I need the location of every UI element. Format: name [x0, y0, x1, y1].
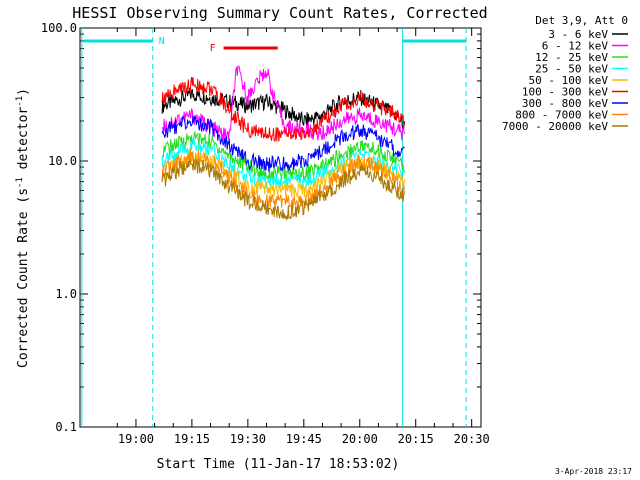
legend-entry-label: 6 - 12 keV	[542, 40, 609, 53]
timestamp: 3-Apr-2018 23:17	[555, 467, 632, 476]
plot-frame	[79, 27, 482, 428]
legend-entry-label: 12 - 25 keV	[535, 51, 608, 64]
axis-ticks	[80, 27, 481, 428]
series-line	[161, 130, 405, 182]
legend-entry-label: 100 - 300 keV	[522, 86, 608, 99]
series-line	[161, 159, 405, 221]
y-tick-label: 100.0	[41, 21, 77, 35]
legend-entry-label: 50 - 100 keV	[529, 74, 609, 87]
x-tick-label: 19:15	[174, 432, 210, 446]
legend-entry-label: 7000 - 20000 keV	[502, 120, 608, 133]
legend-entry-label: 800 - 7000 keV	[515, 109, 608, 122]
y-axis-label: Corrected Count Rate (s-1 detector-1)	[15, 88, 31, 368]
series-lines	[161, 65, 405, 221]
y-tick-label: 1.0	[55, 287, 77, 301]
x-tick-label: 19:00	[118, 432, 154, 446]
y-tick-label: 10.0	[48, 154, 77, 168]
flare-label: F	[210, 43, 216, 54]
x-axis-label: Start Time (11-Jan-17 18:53:02)	[157, 457, 400, 472]
legend-header: Det 3,9, Att 0	[535, 14, 628, 27]
x-tick-label: 20:30	[454, 432, 490, 446]
series-line	[161, 76, 405, 142]
x-tick-label: 20:00	[342, 432, 378, 446]
y-tick-label: 0.1	[55, 420, 77, 434]
x-tick-label: 20:15	[398, 432, 434, 446]
series-line	[161, 115, 405, 172]
legend-entry-label: 25 - 50 keV	[535, 63, 608, 76]
legend-entry-label: 3 - 6 keV	[548, 28, 608, 41]
annotations: NF	[81, 28, 467, 427]
x-tick-labels: 19:00 19:15 19:30 19:45 20:00 20:15 20:30	[118, 432, 490, 446]
x-tick-label: 19:45	[286, 432, 322, 446]
y-tick-labels: 100.0 10.0 1.0 0.1	[41, 21, 77, 434]
night-label: N	[159, 36, 165, 47]
chart-title: HESSI Observing Summary Count Rates, Cor…	[72, 4, 487, 22]
x-tick-label: 19:30	[230, 432, 266, 446]
legend-entry-label: 300 - 800 keV	[522, 97, 608, 110]
series-line	[161, 65, 405, 143]
